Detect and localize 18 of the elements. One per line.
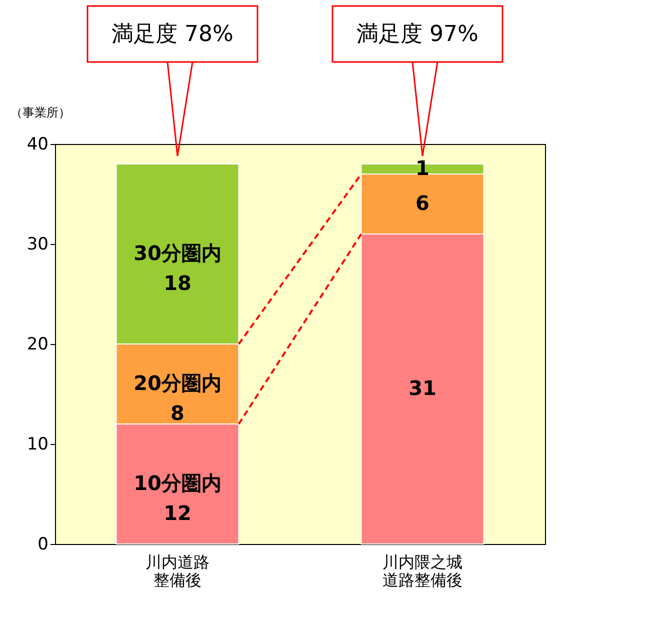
text: 満足度 78% (112, 22, 234, 47)
series-label: 30分圏内 (134, 241, 222, 265)
series-label: 10分圏内 (134, 471, 222, 495)
data-label: 6 (416, 191, 430, 215)
y-tick-label: 10 (26, 434, 48, 454)
data-label: 18 (164, 271, 192, 295)
x-tick-label: 川内隈之城道路整備後 (382, 552, 462, 590)
y-tick-label: 30 (26, 234, 48, 254)
y-tick-label: 20 (26, 334, 48, 354)
x-tick-label: 川内道路整備後 (146, 552, 210, 590)
data-label: 31 (408, 376, 436, 400)
data-label: 8 (170, 401, 184, 425)
series-label: 20分圏内 (134, 371, 222, 395)
data-label: 12 (164, 501, 192, 525)
text: 満足度 97% (356, 22, 478, 47)
y-tick-label: 0 (38, 534, 48, 554)
y-tick-label: 40 (26, 134, 48, 154)
y-axis-title: （事業所） (10, 106, 70, 120)
